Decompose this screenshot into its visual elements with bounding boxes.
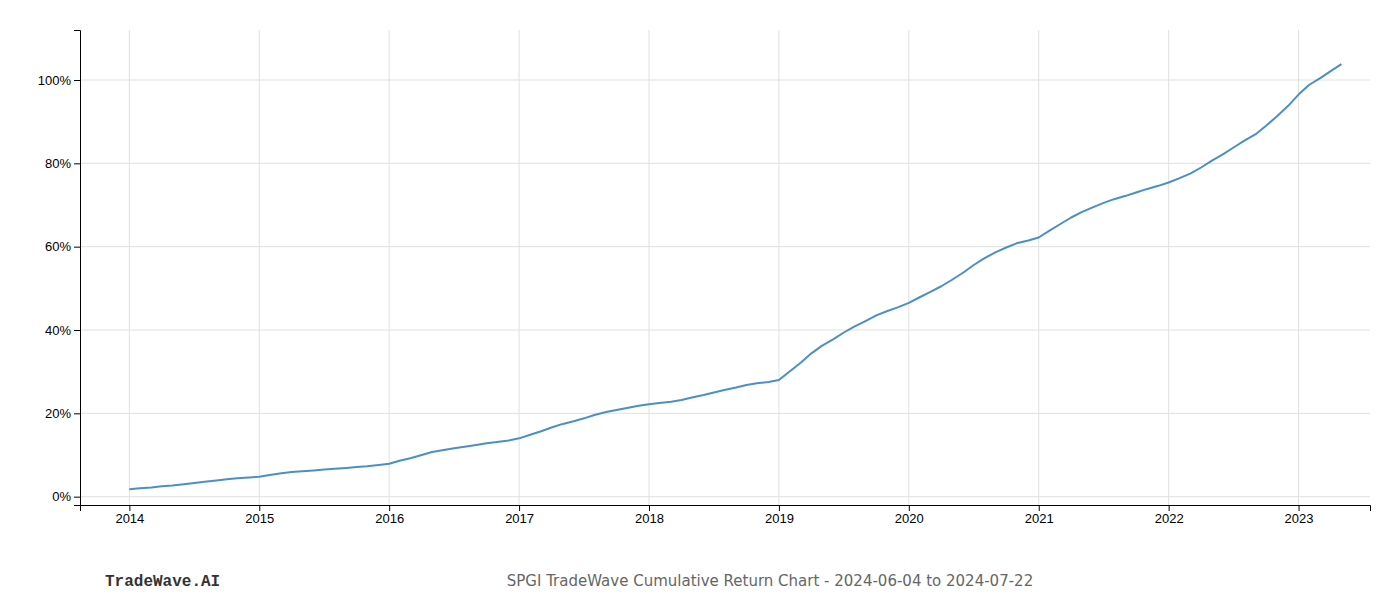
return-line — [129, 64, 1341, 489]
x-tick-label: 2015 — [245, 511, 274, 526]
y-tick-label: 60% — [45, 239, 71, 254]
title: SPGI TradeWave Cumulative Return Chart -… — [507, 572, 1033, 590]
grid-line-x — [129, 30, 130, 505]
grid-line-x — [1298, 30, 1299, 505]
x-tick-label: 2021 — [1025, 511, 1054, 526]
x-tick-label: 2016 — [375, 511, 404, 526]
x-tick: 2019 — [765, 505, 794, 526]
x-tick-label: 2022 — [1155, 511, 1184, 526]
grid-line-y — [80, 80, 1370, 81]
x-tick: 2020 — [895, 505, 924, 526]
x-tick-label: 2023 — [1285, 511, 1314, 526]
x-tick: 2022 — [1155, 505, 1184, 526]
grid-line-y — [80, 330, 1370, 331]
x-tick-mark — [1299, 505, 1300, 511]
y-tick-mark — [74, 413, 80, 414]
grid-line-x — [649, 30, 650, 505]
x-tick-mark — [1039, 505, 1040, 511]
grid-line-x — [1038, 30, 1039, 505]
x-tick: 2018 — [635, 505, 664, 526]
x-axis-line — [81, 506, 1371, 512]
grid-line-y — [80, 413, 1370, 414]
x-axis: 2014 2015 2016 2017 2018 2019 2020 2021 2022 2023 — [81, 505, 1371, 526]
y-tick-label: 0% — [52, 489, 71, 504]
y-tick: 100% — [38, 73, 80, 88]
x-tick-label: 2019 — [765, 511, 794, 526]
x-tick-label: 2017 — [505, 511, 534, 526]
x-tick-mark — [649, 505, 650, 511]
grid-line-y — [80, 163, 1370, 164]
x-tick-mark — [259, 505, 260, 511]
x-tick-mark — [779, 505, 780, 511]
y-axis-line — [74, 31, 81, 506]
x-tick-mark — [909, 505, 910, 511]
grid-line-x — [1168, 30, 1169, 505]
grid-line-x — [908, 30, 909, 505]
x-tick-mark — [129, 505, 130, 511]
x-tick-mark — [389, 505, 390, 511]
x-tick: 2021 — [1025, 505, 1054, 526]
x-tick-label: 2020 — [895, 511, 924, 526]
y-tick: 0% — [52, 489, 80, 504]
grid-line-x — [778, 30, 779, 505]
x-tick: 2016 — [375, 505, 404, 526]
y-tick: 40% — [45, 323, 80, 338]
y-tick-label: 40% — [45, 323, 71, 338]
x-tick-label: 2018 — [635, 511, 664, 526]
x-tick: 2017 — [505, 505, 534, 526]
grid-line-x — [259, 30, 260, 505]
y-tick-mark — [74, 80, 80, 81]
x-tick-mark — [519, 505, 520, 511]
y-tick: 80% — [45, 156, 80, 171]
grid-line-y — [80, 496, 1370, 497]
x-tick: 2014 — [115, 505, 144, 526]
x-tick: 2023 — [1285, 505, 1314, 526]
plot-area — [129, 64, 1341, 489]
y-tick-label: 80% — [45, 156, 71, 171]
y-tick-mark — [74, 247, 80, 248]
watermark: TradeWave.AI — [105, 573, 220, 591]
y-tick-label: 100% — [38, 73, 72, 88]
y-tick-mark — [74, 330, 80, 331]
y-tick: 20% — [45, 406, 80, 421]
grid — [80, 30, 1370, 505]
grid-line-x — [389, 30, 390, 505]
x-tick-mark — [1169, 505, 1170, 511]
y-axis: 0% 20% 40% 60% 80% 100% — [38, 31, 81, 506]
grid-line-y — [80, 246, 1370, 247]
y-tick-label: 20% — [45, 406, 71, 421]
grid-line-x — [519, 30, 520, 505]
y-tick-mark — [74, 497, 80, 498]
y-tick: 60% — [45, 239, 80, 254]
x-tick-label: 2014 — [115, 511, 144, 526]
x-tick: 2015 — [245, 505, 274, 526]
chart: 2014 2015 2016 2017 2018 2019 2020 2021 2022 2023… — [0, 0, 1400, 600]
y-tick-mark — [74, 163, 80, 164]
